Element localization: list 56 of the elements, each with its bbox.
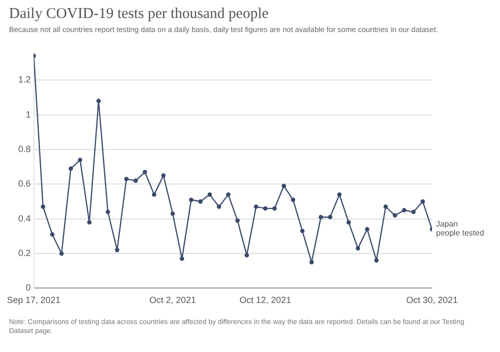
point: [142, 170, 148, 174]
point: [216, 204, 222, 209]
point: [106, 210, 110, 214]
x-tick-label: Oct 2, 2021: [149, 295, 196, 306]
point: [392, 213, 398, 218]
y-tick-label: 0.4: [18, 213, 31, 224]
point: [68, 166, 74, 171]
series-label: Japan: [436, 219, 458, 228]
point: [189, 198, 194, 202]
point: [420, 199, 425, 204]
point: [235, 218, 240, 223]
point: [226, 192, 230, 197]
y-tick-label: 0.6: [18, 178, 31, 189]
point: [40, 204, 46, 209]
point: [402, 208, 406, 212]
point: [383, 204, 388, 209]
point: [133, 178, 138, 183]
point: [50, 232, 54, 237]
x-tick-label: Sep 17, 2021: [6, 295, 61, 306]
point: [309, 260, 314, 264]
point: [152, 192, 156, 197]
point: [124, 176, 129, 182]
point: [244, 253, 249, 258]
x-tick-label: Oct 30, 2021: [406, 295, 458, 306]
point: [78, 158, 82, 162]
point: [300, 228, 305, 234]
point: [170, 211, 175, 216]
point: [328, 214, 332, 220]
point: [282, 184, 286, 188]
y-tick-label: 0.2: [18, 248, 31, 258]
annotation: people tested: [436, 228, 484, 238]
point: [374, 258, 379, 263]
point: [364, 227, 370, 232]
point: [290, 198, 296, 202]
point: [96, 98, 101, 104]
point: [161, 173, 166, 178]
point: [59, 251, 64, 256]
chart-title: Daily COVID-19 tests per thousand people: [9, 6, 269, 23]
point: [263, 206, 268, 211]
y-tick-label: 0.8: [18, 144, 31, 154]
point: [208, 192, 212, 197]
point: [411, 210, 416, 214]
point: [337, 192, 342, 197]
point: [346, 220, 351, 225]
y-tick-label: 1: [26, 109, 31, 120]
point: [180, 256, 184, 261]
point: [272, 206, 277, 211]
point: [198, 199, 203, 204]
point: [114, 248, 120, 252]
point: [87, 220, 92, 225]
y-tick-label: 0: [26, 282, 31, 293]
point: [356, 246, 360, 251]
point: [254, 204, 258, 209]
x-tick-label: Oct 12, 2021: [240, 295, 292, 306]
point: [318, 214, 324, 220]
y-tick-label: 1.2: [18, 74, 31, 85]
